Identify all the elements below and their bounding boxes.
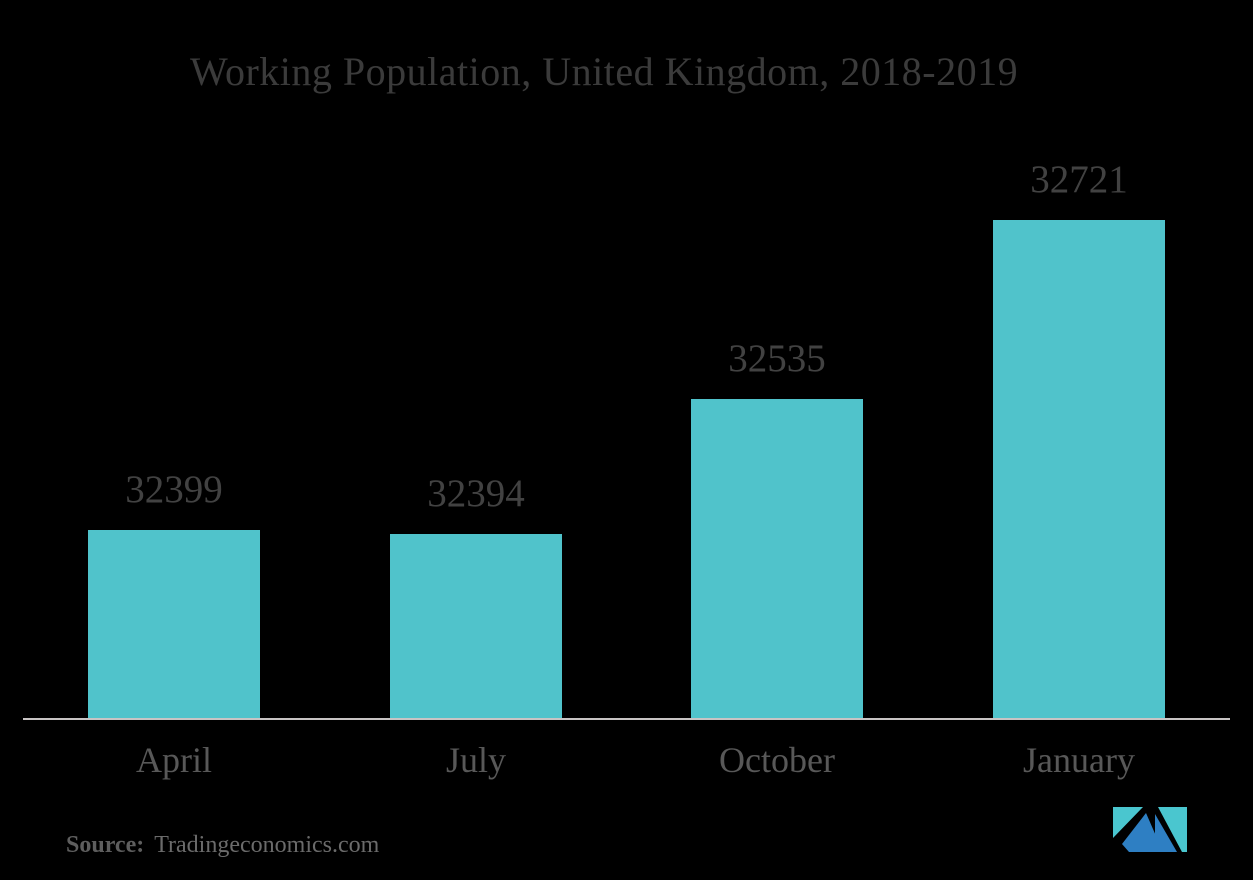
mordor-intelligence-logo bbox=[1113, 807, 1187, 852]
bar-value-label-october: 32535 bbox=[728, 337, 826, 380]
x-axis-label-april: April bbox=[136, 740, 212, 780]
bar-april bbox=[88, 530, 260, 718]
source-label: Source: bbox=[66, 832, 145, 858]
bar-value-label-april: 32399 bbox=[125, 468, 223, 511]
x-axis-label-january: January bbox=[1023, 740, 1135, 780]
logo-right-blue-shape bbox=[1155, 814, 1177, 852]
logo-left-blue-shape bbox=[1122, 813, 1163, 852]
bar-october bbox=[691, 399, 863, 718]
bar-value-label-january: 32721 bbox=[1030, 158, 1128, 201]
x-axis-label-october: October bbox=[719, 740, 835, 780]
bar-july bbox=[390, 534, 562, 718]
x-axis-line bbox=[23, 718, 1230, 720]
source-note: Source: Tradingeconomics.com bbox=[66, 830, 379, 860]
chart-title: Working Population, United Kingdom, 2018… bbox=[189, 49, 1019, 94]
bar-value-label-july: 32394 bbox=[427, 472, 525, 515]
x-axis-label-july: July bbox=[445, 740, 506, 780]
logo-left-teal-shape bbox=[1113, 807, 1143, 838]
source-value: Tradingeconomics.com bbox=[154, 832, 380, 858]
logo-right-teal-shape bbox=[1158, 807, 1187, 852]
bar-january bbox=[993, 220, 1165, 718]
